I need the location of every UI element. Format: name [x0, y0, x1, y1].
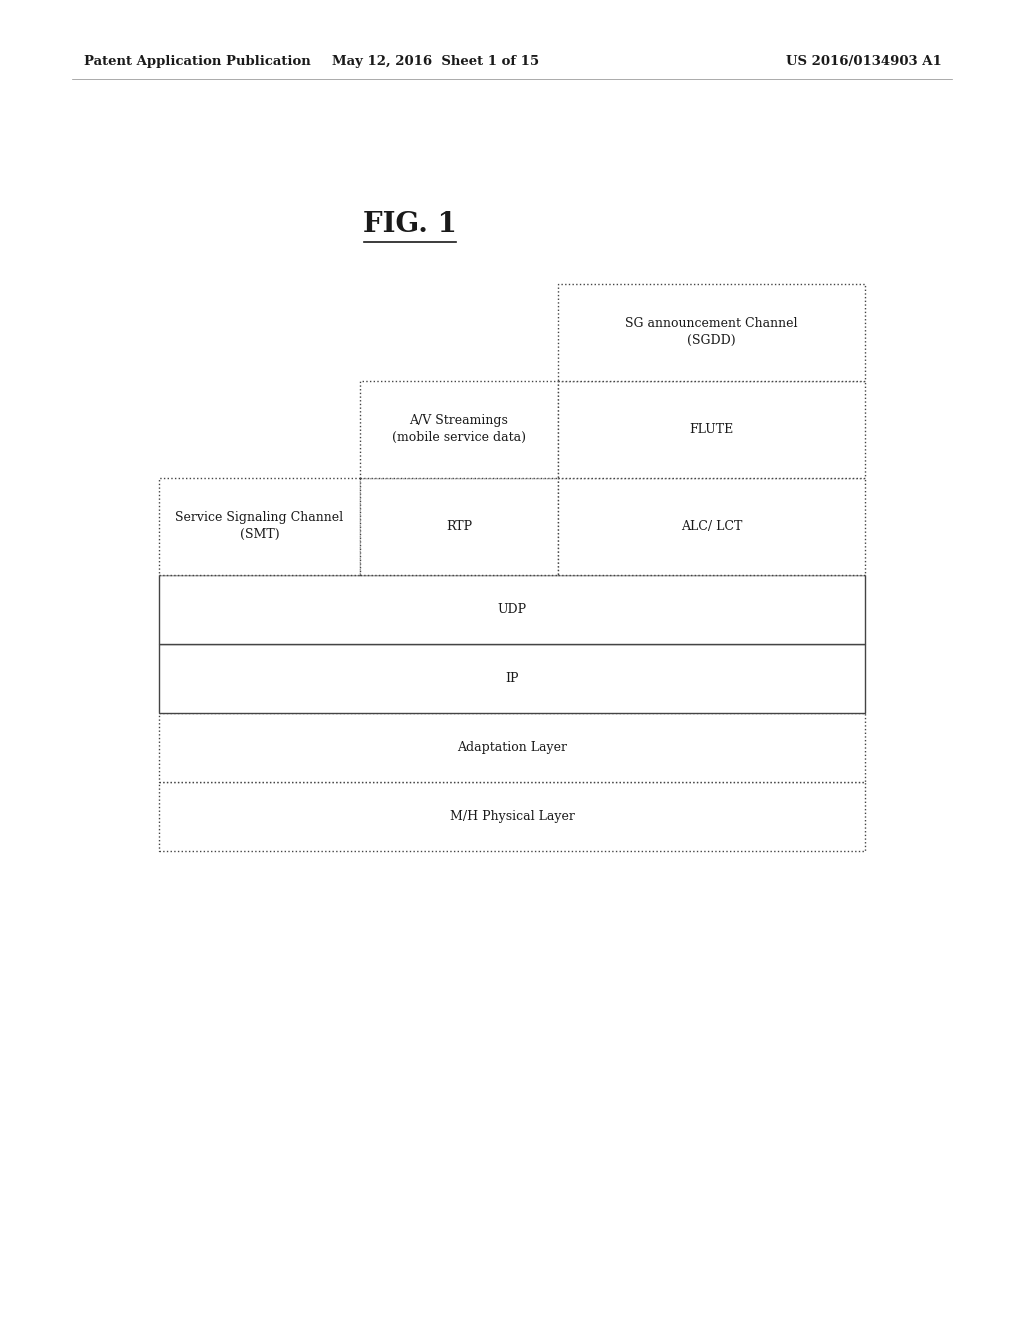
Text: IP: IP [505, 672, 519, 685]
Text: US 2016/0134903 A1: US 2016/0134903 A1 [786, 55, 942, 69]
Text: Service Signaling Channel
(SMT): Service Signaling Channel (SMT) [175, 511, 343, 541]
Text: ALC/ LCT: ALC/ LCT [681, 520, 742, 532]
Text: A/V Streamings
(mobile service data): A/V Streamings (mobile service data) [392, 414, 526, 444]
Text: Patent Application Publication: Patent Application Publication [84, 55, 310, 69]
Text: SG announcement Channel
(SGDD): SG announcement Channel (SGDD) [626, 317, 798, 347]
Text: Adaptation Layer: Adaptation Layer [457, 741, 567, 754]
Text: UDP: UDP [498, 603, 526, 615]
Text: May 12, 2016  Sheet 1 of 15: May 12, 2016 Sheet 1 of 15 [332, 55, 539, 69]
Text: FLUTE: FLUTE [689, 422, 734, 436]
Text: FIG. 1: FIG. 1 [362, 211, 457, 238]
Text: M/H Physical Layer: M/H Physical Layer [450, 810, 574, 824]
Text: RTP: RTP [445, 520, 472, 532]
